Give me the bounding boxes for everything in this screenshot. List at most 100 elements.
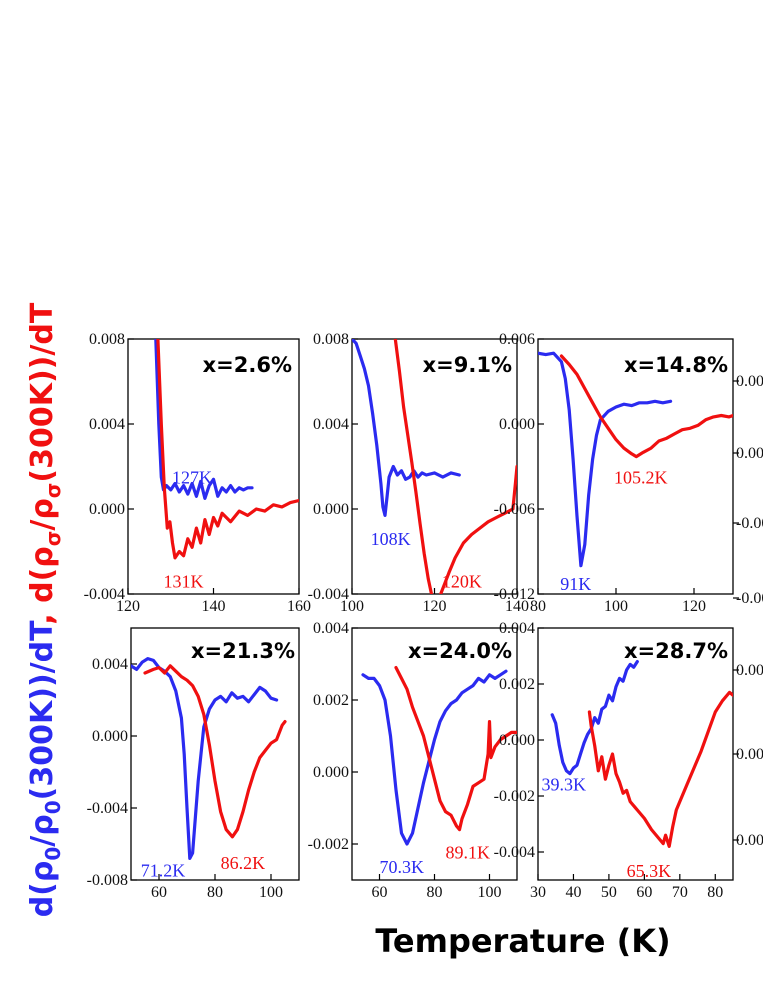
x-tick-label: 160 bbox=[287, 598, 311, 615]
panel-6: -0.004 -0.002 0.000 0.002 0.004 30 40 50 60 70 80 x… bbox=[494, 620, 734, 901]
x-tick-label: 80 bbox=[207, 884, 223, 901]
y-tick-label: 0.002 bbox=[499, 676, 535, 693]
plot-frame bbox=[351, 338, 518, 595]
peak-annotation-red: 86.2K bbox=[221, 853, 266, 873]
right-tick-label: 0.00 bbox=[736, 832, 763, 849]
composition-label: x=28.7% bbox=[624, 639, 728, 663]
composition-label: x=14.8% bbox=[624, 353, 728, 377]
y-tick-label: -0.004 bbox=[84, 586, 125, 603]
right-axis-partial: 0.00 0.00 -0.00 -0.00 0.00 0.00 0.00 bbox=[733, 373, 763, 849]
y-label-red-part: /ρ bbox=[25, 498, 60, 530]
y-label-red-part: d(ρ bbox=[25, 546, 60, 603]
panel-4: -0.008 -0.004 0.000 0.004 60 80 100 x=21.3% 71.2… bbox=[87, 627, 300, 901]
panel-grid: -0.004 0.000 0.004 0.008 120 140 160 x=2.6% 127K… bbox=[84, 331, 763, 901]
y-label-blue-part: (300K))/dT bbox=[25, 620, 60, 800]
y-label-red-part: σ bbox=[41, 483, 65, 499]
peak-annotation-red: 89.1K bbox=[446, 842, 491, 862]
series-line-blue bbox=[154, 339, 254, 500]
x-tick-label: 100 bbox=[259, 884, 283, 901]
y-tick-label: 0.006 bbox=[499, 331, 535, 348]
right-tick-label: 0.00 bbox=[736, 445, 763, 462]
panel-2: -0.004 0.000 0.004 0.008 100 120 140 x=9.1% 108K… bbox=[308, 331, 529, 615]
right-tick-label: -0.00 bbox=[736, 515, 763, 532]
x-tick-label: 80 bbox=[530, 598, 546, 615]
y-tick-label: -0.004 bbox=[87, 800, 128, 817]
y-tick-label: 0.008 bbox=[313, 331, 349, 348]
series-line-red bbox=[587, 690, 733, 848]
series-line-red bbox=[143, 664, 287, 839]
series-line-red bbox=[156, 339, 299, 560]
y-tick-label: 0.000 bbox=[499, 732, 535, 749]
series-line-red bbox=[394, 666, 517, 832]
peak-annotation-red: 65.3K bbox=[627, 861, 672, 881]
x-tick-label: 140 bbox=[202, 598, 226, 615]
y-tick-label: -0.006 bbox=[494, 501, 535, 518]
x-tick-label: 40 bbox=[565, 884, 581, 901]
x-tick-label: 60 bbox=[636, 884, 652, 901]
panel-3: -0.012 -0.006 0.000 0.006 80 100 120 x=14.8% 105… bbox=[494, 331, 734, 615]
y-tick-label: -0.004 bbox=[308, 586, 349, 603]
x-tick-label: 120 bbox=[116, 598, 140, 615]
peak-annotation-blue: 71.2K bbox=[141, 860, 186, 880]
peak-annotation-blue: 39.3K bbox=[542, 774, 587, 794]
plot-frame bbox=[537, 338, 734, 595]
series-line-blue bbox=[550, 660, 639, 776]
x-tick-label: 140 bbox=[505, 598, 529, 615]
y-tick-label: 0.008 bbox=[89, 331, 125, 348]
y-label-red-part: σ bbox=[41, 531, 65, 547]
series-line-blue bbox=[352, 339, 461, 517]
x-tick-label: 60 bbox=[372, 884, 388, 901]
composition-label: x=21.3% bbox=[191, 639, 295, 663]
y-label-blue-part: 0 bbox=[41, 847, 65, 861]
x-tick-label: 100 bbox=[604, 598, 628, 615]
y-tick-label: 0.004 bbox=[499, 620, 535, 637]
y-tick-label: -0.012 bbox=[494, 586, 535, 603]
x-tick-label: 120 bbox=[423, 598, 447, 615]
y-tick-label: -0.008 bbox=[87, 872, 128, 889]
x-tick-label: 80 bbox=[707, 884, 723, 901]
y-axis-label: d(ρ0/ρ0(300K))/dT, d(ρσ/ρσ(300K))/dT bbox=[25, 302, 65, 917]
x-axis-label: Temperature (K) bbox=[375, 922, 670, 960]
x-tick-label: 70 bbox=[672, 884, 688, 901]
peak-annotation-red: 131K bbox=[163, 572, 203, 592]
y-tick-label: -0.002 bbox=[494, 788, 535, 805]
y-tick-label: 0.000 bbox=[313, 501, 349, 518]
series-line-blue bbox=[361, 669, 508, 846]
y-tick-label: 0.000 bbox=[92, 728, 128, 745]
peak-annotation-blue: 108K bbox=[371, 529, 411, 549]
x-tick-label: 60 bbox=[151, 884, 167, 901]
y-tick-label: 0.000 bbox=[313, 764, 349, 781]
right-tick-label: 0.00 bbox=[736, 746, 763, 763]
y-tick-label: 0.000 bbox=[499, 416, 535, 433]
peak-annotation-blue: 70.3K bbox=[380, 857, 425, 877]
x-tick-label: 30 bbox=[530, 884, 546, 901]
composition-label: x=9.1% bbox=[423, 353, 512, 377]
composition-label: x=24.0% bbox=[408, 639, 512, 663]
series-line-red bbox=[559, 354, 733, 459]
y-tick-label: 0.004 bbox=[89, 416, 125, 433]
y-label-blue-part: 0 bbox=[41, 800, 65, 814]
y-tick-label: -0.002 bbox=[308, 836, 349, 853]
y-label-blue-part: /ρ bbox=[25, 814, 60, 846]
y-tick-label: 0.004 bbox=[313, 416, 349, 433]
peak-annotation-blue: 127K bbox=[172, 468, 212, 488]
panel-1: -0.004 0.000 0.004 0.008 120 140 160 x=2.6% 127K… bbox=[84, 331, 311, 615]
y-tick-label: 0.004 bbox=[313, 620, 349, 637]
peak-annotation-red: 120K bbox=[442, 572, 482, 592]
x-tick-label: 80 bbox=[427, 884, 443, 901]
composition-label: x=2.6% bbox=[203, 353, 292, 377]
x-tick-label: 100 bbox=[340, 598, 364, 615]
y-label-separator: , bbox=[25, 603, 60, 625]
series-line-blue bbox=[131, 657, 279, 860]
y-tick-label: 0.002 bbox=[313, 692, 349, 709]
y-tick-label: 0.004 bbox=[92, 656, 128, 673]
y-tick-label: -0.004 bbox=[494, 844, 535, 861]
series-line-red bbox=[393, 339, 517, 594]
right-tick-label: -0.00 bbox=[736, 590, 763, 607]
x-tick-label: 100 bbox=[478, 884, 502, 901]
peak-annotation-blue: 91K bbox=[560, 574, 591, 594]
peak-annotation-red: 105.2K bbox=[614, 468, 668, 488]
y-label-blue-part: d(ρ bbox=[25, 861, 60, 918]
x-tick-label: 120 bbox=[682, 598, 706, 615]
x-tick-label: 50 bbox=[601, 884, 617, 901]
